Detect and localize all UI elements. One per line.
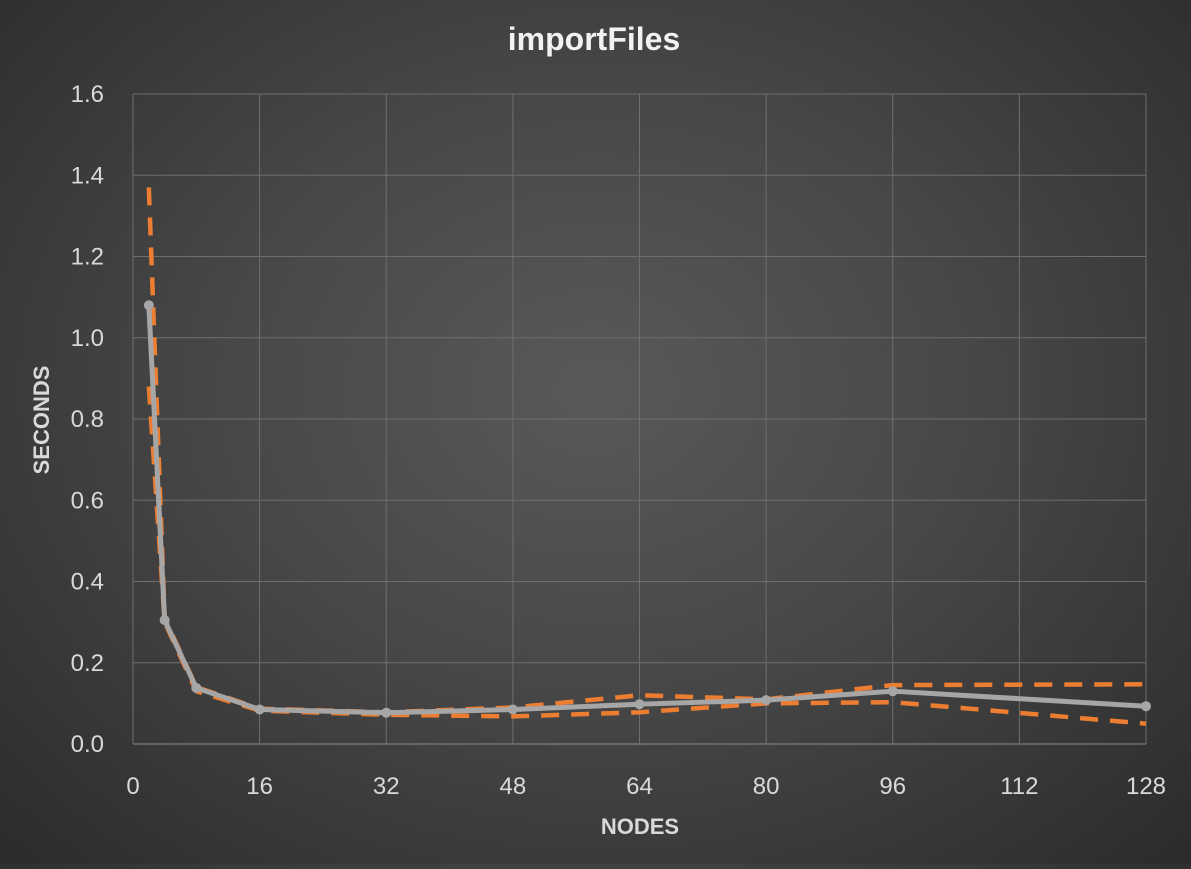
x-tick-label: 48 [500,773,527,800]
data-series [143,187,1151,726]
y-tick-label: 0.2 [71,650,104,677]
gridlines [132,93,1147,745]
data-point-marker [507,704,518,715]
x-axis-tick-labels: 0 16 32 48 64 80 96 112 128 [126,773,1166,800]
x-tick-label: 32 [373,773,400,800]
x-axis-label: NODES [601,814,679,839]
dashed-series-line [146,386,1147,726]
y-axis-tick-labels: 0.0 0.2 0.4 0.6 0.8 1.0 1.2 1.4 1.6 [71,81,104,758]
y-tick-label: 1.6 [71,81,104,108]
x-tick-label: 96 [879,773,906,800]
y-tick-label: 1.0 [71,325,104,352]
data-point-marker [143,300,154,311]
x-tick-label: 112 [1000,773,1038,800]
solid-series-line [146,302,1149,716]
y-tick-label: 0.0 [71,731,104,758]
data-point-marker [159,615,170,626]
y-tick-label: 0.8 [71,406,104,433]
y-axis-label: SECONDS [29,366,54,475]
x-tick-label: 0 [126,773,139,800]
data-point-marker [634,699,645,710]
x-tick-label: 80 [753,773,780,800]
y-tick-label: 0.6 [71,487,104,514]
data-point-marker [254,704,265,715]
data-point-marker [1141,701,1151,712]
y-tick-label: 1.2 [71,244,104,271]
x-tick-label: 64 [626,773,653,800]
x-tick-label: 128 [1126,773,1166,800]
data-point-marker [761,695,772,706]
chart-title: importFiles [508,21,680,57]
x-tick-label: 16 [246,773,273,800]
data-point-marker [381,707,392,718]
y-tick-label: 0.4 [71,569,104,596]
data-point-marker [887,686,898,697]
data-point-marker [191,682,202,693]
y-tick-label: 1.4 [71,162,104,189]
dashed-series-line [146,187,1147,715]
